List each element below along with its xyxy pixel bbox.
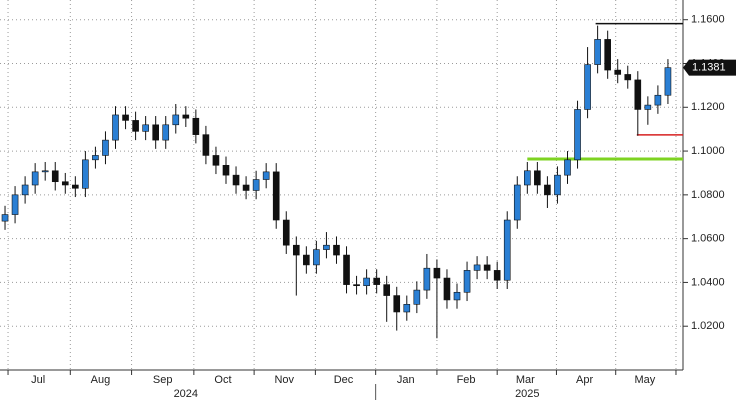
- candle-body: [202, 134, 210, 156]
- candle-body: [574, 109, 581, 161]
- candle-body: [152, 124, 159, 141]
- candle-body: [323, 244, 330, 250]
- candle-body: [614, 69, 622, 75]
- candle-body: [142, 124, 149, 132]
- x-tick-label: Aug: [91, 374, 111, 386]
- candle-body: [313, 249, 320, 266]
- candle-body: [503, 219, 511, 281]
- candle-body: [413, 289, 421, 305]
- candle-body: [162, 124, 170, 141]
- y-tick-label: 1.0800: [691, 189, 725, 201]
- candle-body: [564, 159, 571, 176]
- x-tick-label: Apr: [576, 374, 593, 386]
- candle-body: [303, 254, 310, 266]
- x-tick-label: Sep: [153, 374, 173, 386]
- candle-body: [473, 264, 481, 271]
- candle-body: [292, 244, 300, 256]
- candle-body: [443, 277, 451, 301]
- candle-body: [51, 170, 59, 183]
- x-tick-label: Nov: [274, 374, 294, 386]
- candle-body: [624, 74, 632, 81]
- candle-body: [1, 214, 9, 222]
- x-tick-label: Mar: [516, 374, 535, 386]
- candle-body: [453, 291, 461, 301]
- y-tick-label: 1.1200: [691, 101, 725, 113]
- candle-body: [61, 181, 69, 186]
- candle-body: [252, 179, 260, 191]
- candle-body: [282, 219, 290, 246]
- y-tick-label: 1.0200: [691, 320, 725, 332]
- candle-body: [41, 170, 49, 173]
- candle-body: [132, 120, 139, 132]
- x-tick-label: Oct: [214, 374, 231, 386]
- candle-body: [92, 155, 99, 161]
- candle-body: [383, 284, 391, 296]
- candle-body: [72, 184, 79, 189]
- candle-body: [11, 194, 19, 215]
- candle-body: [544, 184, 551, 196]
- candle-body: [272, 171, 280, 221]
- candle-body: [212, 155, 220, 166]
- last-price-label: 1.1381: [692, 62, 726, 74]
- candle-body: [433, 267, 441, 279]
- candle-body: [594, 39, 601, 65]
- candle-body: [232, 174, 240, 186]
- candle-body: [353, 284, 360, 287]
- x-tick-label: Jul: [31, 374, 45, 386]
- x-tick-label: Dec: [334, 374, 354, 386]
- candle-body: [534, 170, 541, 186]
- candle-body: [333, 244, 340, 256]
- year-label: 2025: [515, 388, 539, 400]
- candle-body: [584, 64, 591, 110]
- y-tick-label: 1.1600: [691, 14, 725, 26]
- last-price-box: [689, 59, 736, 76]
- candle-body: [483, 264, 491, 271]
- candle-body: [423, 267, 431, 291]
- x-tick-label: Jan: [397, 374, 415, 386]
- candle-body: [122, 114, 129, 121]
- candle-body: [192, 117, 200, 135]
- candle-body: [222, 164, 230, 176]
- x-tick-label: Feb: [457, 374, 476, 386]
- candle-body: [363, 277, 370, 287]
- year-label: 2024: [174, 388, 198, 400]
- candle-body: [182, 114, 190, 119]
- candle-body: [403, 304, 411, 313]
- candle-body: [654, 94, 662, 106]
- candle-body: [644, 104, 652, 110]
- candle-body: [524, 170, 531, 186]
- candle-body: [554, 174, 561, 196]
- candle-body: [21, 184, 29, 196]
- y-tick-label: 1.0600: [691, 233, 725, 245]
- candle-body: [463, 270, 471, 293]
- candle-body: [343, 254, 350, 285]
- last-price-pointer: [683, 59, 689, 76]
- candle-body: [373, 277, 380, 285]
- candle-body: [112, 114, 119, 141]
- candle-body: [513, 184, 521, 221]
- x-tick-label: May: [634, 374, 655, 386]
- candle-body: [604, 39, 611, 71]
- candle-body: [262, 171, 270, 180]
- candle-body: [242, 184, 250, 191]
- candle-body: [493, 270, 501, 281]
- y-tick-label: 1.1000: [691, 145, 725, 157]
- candle-body: [31, 171, 39, 186]
- candle-body: [634, 79, 642, 110]
- y-tick-label: 1.0400: [691, 276, 725, 288]
- candle-body: [82, 159, 89, 189]
- candle-body: [664, 67, 672, 96]
- candle-body: [172, 114, 180, 126]
- candle-body: [393, 295, 401, 313]
- candle-body: [102, 139, 109, 156]
